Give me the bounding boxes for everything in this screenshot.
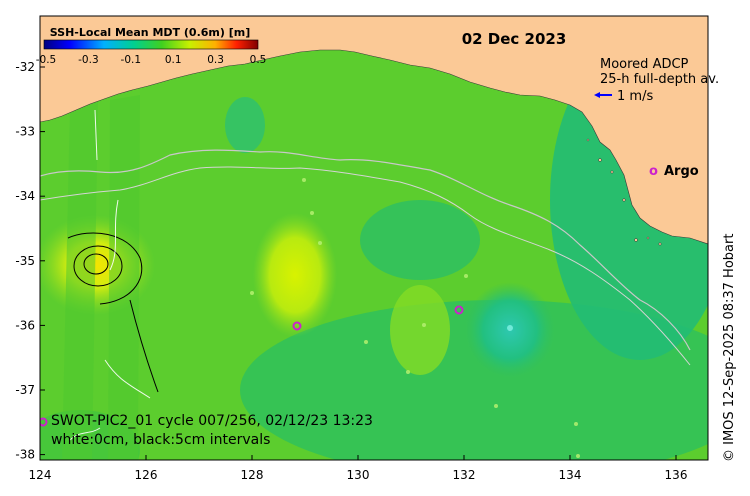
swot-white-contours xyxy=(69,109,151,441)
colorbar-ticks: -0.5 -0.3 -0.1 0.1 0.3 0.5 xyxy=(36,54,267,66)
date-title: 02 Dec 2023 xyxy=(462,30,567,48)
sample-dots xyxy=(250,178,580,458)
adcp-legend-title: Moored ADCP xyxy=(600,57,689,72)
adcp-legend: Moored ADCP 25-h full-depth av. 1 m/s xyxy=(594,57,719,104)
ssh-yellow-eddy xyxy=(253,213,337,337)
adcp-legend-subtitle: 25-h full-depth av. xyxy=(600,72,719,87)
ssh-teal-band-south xyxy=(240,300,708,460)
colorbar-tick-label: -0.1 xyxy=(121,54,142,66)
plot-frame xyxy=(39,15,709,461)
y-tick-label: -32 xyxy=(15,60,35,74)
x-tick-label: 136 xyxy=(665,468,688,482)
y-tick-label: -34 xyxy=(15,189,35,203)
land-mass xyxy=(40,16,708,245)
imos-credit: © IMOS 12-Sep-2025 08:37 Hobart xyxy=(722,233,737,462)
ssh-teal-north xyxy=(225,97,265,153)
argo-floats xyxy=(40,305,464,427)
swot-caption-line1: SWOT-PIC2_01 cycle 007/256, 02/12/23 13:… xyxy=(51,413,373,429)
y-tick-label: -38 xyxy=(15,448,35,462)
x-tick-label: 124 xyxy=(29,468,52,482)
x-tick-label: 134 xyxy=(559,468,582,482)
y-tick-label: -36 xyxy=(15,318,35,332)
x-tick-label: 130 xyxy=(347,468,370,482)
colorbar-ramp xyxy=(43,39,259,50)
x-axis: 124 126 128 130 132 134 136 xyxy=(29,455,688,482)
adcp-scale-label: 1 m/s xyxy=(617,89,653,104)
swot-black-contours xyxy=(67,232,159,393)
argo-legend-marker: o xyxy=(649,164,658,179)
y-tick-label: -35 xyxy=(15,254,35,268)
y-tick-label: -37 xyxy=(15,383,35,397)
isobath-shelf xyxy=(40,149,691,351)
x-tick-label: 128 xyxy=(241,468,264,482)
coastal-islands xyxy=(586,138,662,246)
colorbar-tick-label: 0.3 xyxy=(207,54,224,66)
argo-legend-label: Argo xyxy=(664,164,699,179)
colorbar-title: SSH-Local Mean MDT (0.6m) [m] xyxy=(50,26,250,39)
swot-swath-right xyxy=(108,95,140,460)
y-axis: -32 -33 -34 -35 -36 -37 -38 xyxy=(15,60,45,462)
isobath-slope xyxy=(40,166,691,366)
colorbar: SSH-Local Mean MDT (0.6m) [m] -0.5 -0.3 -0… xyxy=(36,26,267,66)
plot-area xyxy=(40,16,708,460)
adcp-scale-arrow-head xyxy=(594,92,600,98)
y-tick-label: -33 xyxy=(15,125,35,139)
colorbar-tick-label: 0.1 xyxy=(165,54,182,66)
argo-legend: o Argo xyxy=(649,164,699,179)
x-tick-label: 126 xyxy=(135,468,158,482)
colorbar-tick-label: -0.5 xyxy=(36,54,57,66)
x-tick-label: 132 xyxy=(453,468,476,482)
colorbar-tick-label: 0.5 xyxy=(250,54,267,66)
swot-swath-left xyxy=(62,100,98,460)
swot-caption-line2: white:0cm, black:5cm intervals xyxy=(51,432,270,448)
colorbar-tick-label: -0.3 xyxy=(78,54,99,66)
ssh-light-green xyxy=(390,285,450,375)
ssh-teal-centre xyxy=(360,200,480,280)
